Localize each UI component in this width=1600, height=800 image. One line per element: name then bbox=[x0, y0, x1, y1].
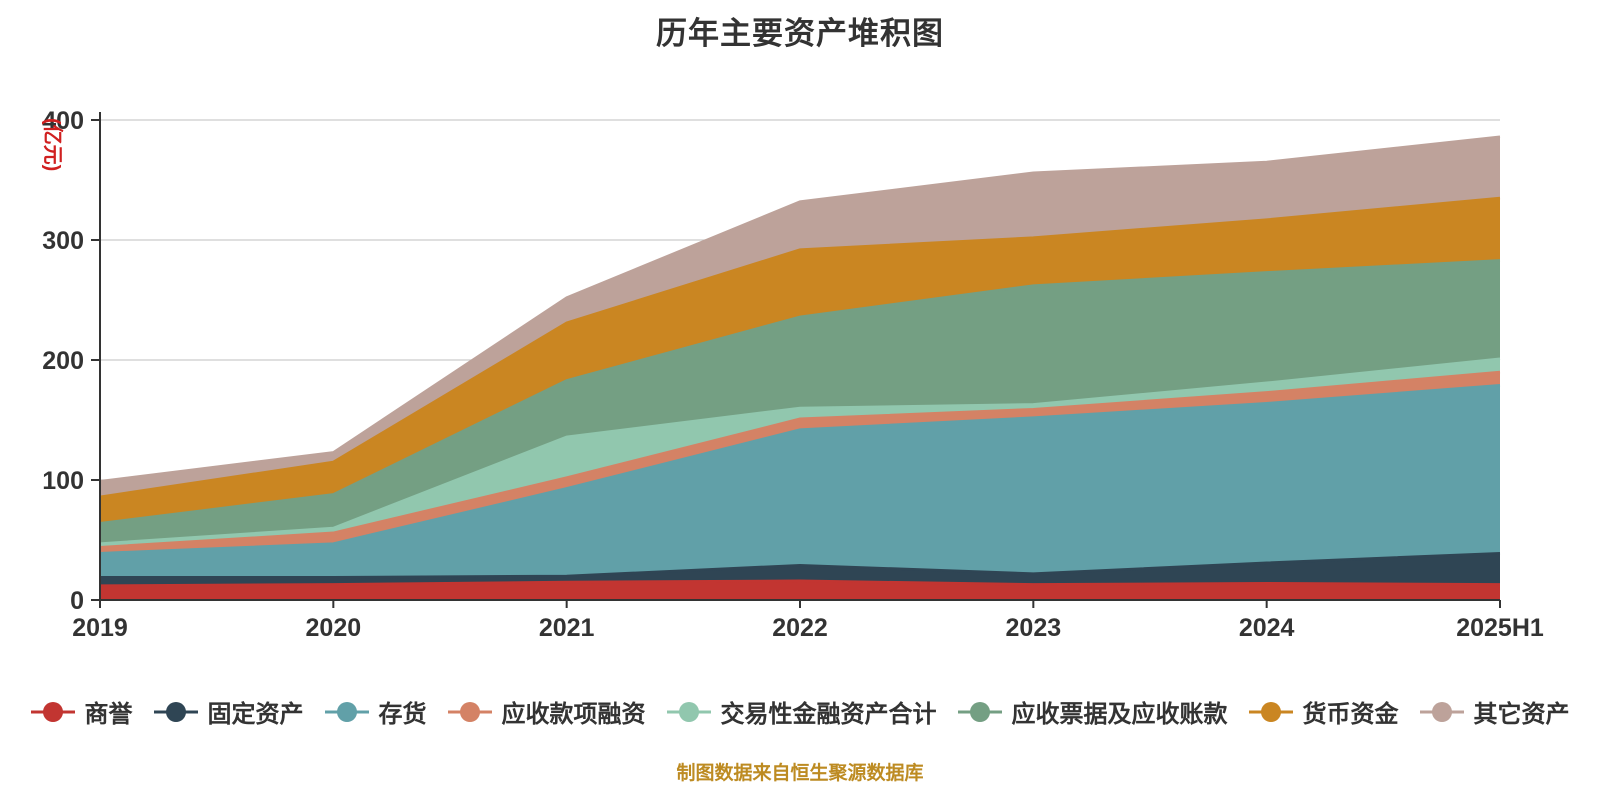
legend-label: 应收款项融资 bbox=[501, 701, 646, 728]
area-series-other-assets bbox=[100, 136, 1500, 497]
legend-item-inventory[interactable]: 存货 bbox=[324, 694, 427, 729]
y-tick-label-300: 300 bbox=[42, 227, 84, 255]
legend-marker-icon bbox=[957, 701, 1002, 722]
legend-label: 固定资产 bbox=[207, 701, 304, 728]
chart-legend: 商誉 固定资产 存货 应收款项融资 交易性金融资产合计 应收票据及应收账款 货币资金 其它资产 bbox=[0, 694, 1600, 729]
x-tick-label-2024: 2024 bbox=[1239, 614, 1295, 642]
legend-label: 存货 bbox=[378, 701, 427, 728]
legend-label: 商誉 bbox=[84, 701, 133, 728]
legend-item-other-assets[interactable]: 其它资产 bbox=[1419, 694, 1570, 729]
y-tick-label-0: 0 bbox=[70, 587, 84, 615]
y-tick-label-100: 100 bbox=[42, 467, 84, 495]
line-series-inventory bbox=[99, 383, 1501, 555]
legend-label: 交易性金融资产合计 bbox=[720, 701, 937, 728]
y-tick-label-200: 200 bbox=[42, 347, 84, 375]
x-tick-label-2023: 2023 bbox=[1006, 614, 1062, 642]
legend-marker-icon bbox=[1419, 701, 1464, 722]
line-series-notes-accounts-receivable bbox=[99, 259, 1501, 525]
area-series-cash bbox=[100, 198, 1500, 524]
legend-item-receivables-financing[interactable]: 应收款项融资 bbox=[447, 694, 646, 729]
legend-item-goodwill[interactable]: 商誉 bbox=[30, 694, 133, 729]
line-series-cash bbox=[99, 196, 1501, 499]
line-series-trading-financial-assets bbox=[99, 357, 1501, 545]
line-series-fixed-assets bbox=[100, 551, 1501, 579]
legend-item-cash[interactable]: 货币资金 bbox=[1248, 694, 1399, 729]
line-series-other-assets bbox=[99, 135, 1501, 483]
legend-label: 应收票据及应收账款 bbox=[1011, 701, 1228, 728]
area-series-receivables-financing bbox=[100, 372, 1500, 554]
legend-marker-icon bbox=[447, 701, 492, 722]
legend-marker-icon bbox=[30, 701, 75, 722]
data-source-caption: 制图数据来自恒生聚源数据库 bbox=[676, 763, 924, 784]
area-series-notes-accounts-receivable bbox=[100, 260, 1500, 544]
x-tick-label-2020: 2020 bbox=[306, 614, 362, 642]
x-tick-label-2025H1: 2025H1 bbox=[1456, 614, 1544, 642]
x-tick-label-2021: 2021 bbox=[539, 614, 595, 642]
legend-marker-icon bbox=[324, 701, 369, 722]
legend-item-notes-accounts-receivable[interactable]: 应收票据及应收账款 bbox=[957, 694, 1228, 729]
legend-marker-icon bbox=[666, 701, 711, 722]
line-series-receivables-financing bbox=[99, 370, 1501, 549]
x-tick-label-2019: 2019 bbox=[72, 614, 128, 642]
line-series-goodwill bbox=[99, 579, 1501, 587]
legend-label: 货币资金 bbox=[1302, 701, 1399, 728]
page-title: 历年主要资产堆积图 bbox=[656, 16, 944, 51]
legend-marker-icon bbox=[1248, 701, 1293, 722]
y-tick-label-400: 400 bbox=[42, 107, 84, 135]
legend-item-trading-financial-assets[interactable]: 交易性金融资产合计 bbox=[666, 694, 937, 729]
legend-label: 其它资产 bbox=[1473, 701, 1570, 728]
x-tick-label-2022: 2022 bbox=[772, 614, 828, 642]
area-series-trading-financial-assets bbox=[100, 358, 1500, 548]
area-series-inventory bbox=[100, 385, 1500, 578]
legend-item-fixed-assets[interactable]: 固定资产 bbox=[153, 694, 304, 729]
legend-marker-icon bbox=[153, 701, 198, 722]
area-series-goodwill bbox=[100, 580, 1500, 600]
stacked-area-chart: 0 100 200 300 400 2019 2020 2021 2022 2023 2024 202… bbox=[41, 107, 1544, 642]
y-axis-name: (亿元) bbox=[41, 118, 65, 171]
